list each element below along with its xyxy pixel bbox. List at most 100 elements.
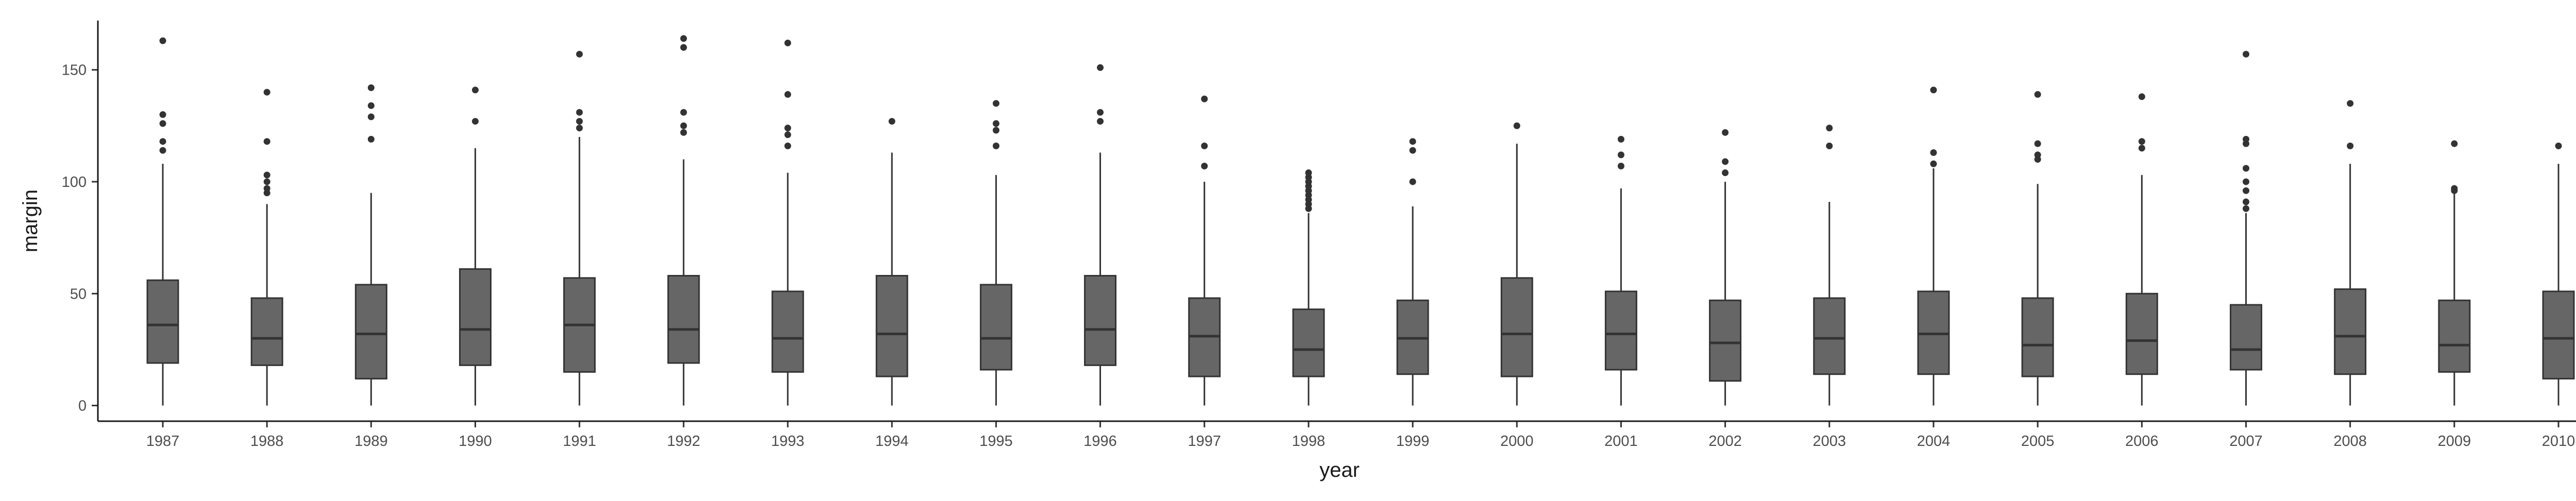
outlier-point bbox=[784, 142, 791, 149]
box-body bbox=[250, 297, 283, 366]
outlier-point bbox=[992, 100, 999, 107]
outlier-point bbox=[784, 131, 791, 139]
x-tick-label: 2010 bbox=[2542, 433, 2575, 450]
outlier-point bbox=[159, 138, 166, 145]
x-tick-label: 1992 bbox=[667, 433, 701, 450]
outlier-point bbox=[2242, 135, 2249, 143]
box-2000 bbox=[1500, 122, 1533, 406]
y-tick-label: 0 bbox=[78, 398, 87, 414]
outlier-point bbox=[159, 120, 166, 127]
outlier-point bbox=[1722, 129, 1729, 136]
outlier-point bbox=[1826, 125, 1833, 132]
box-body bbox=[459, 268, 492, 366]
box-1997 bbox=[1188, 95, 1221, 406]
outlier-point bbox=[1201, 163, 1208, 170]
box-body bbox=[2229, 304, 2262, 371]
outlier-point bbox=[2138, 145, 2145, 152]
boxes-layer bbox=[146, 35, 2575, 406]
outlier-point bbox=[159, 147, 166, 154]
x-tick-label: 1996 bbox=[1083, 433, 1117, 450]
outlier-point bbox=[1722, 158, 1729, 165]
y-tick-label: 150 bbox=[62, 62, 87, 79]
box-body bbox=[2542, 290, 2575, 379]
outlier-point bbox=[263, 138, 270, 145]
y-tick-label: 50 bbox=[70, 286, 87, 302]
box-body bbox=[146, 279, 179, 364]
x-tick-label: 2007 bbox=[2229, 433, 2263, 450]
x-tick-label: 2002 bbox=[1708, 433, 1742, 450]
outlier-point bbox=[992, 127, 999, 134]
outlier-point bbox=[2347, 142, 2354, 149]
y-tick-label: 100 bbox=[62, 174, 87, 191]
x-axis-ticks: 1987 1988 1989 1990 1991 1992 1993 1994 1995 1996… bbox=[146, 421, 2575, 450]
box-2008 bbox=[2334, 100, 2367, 406]
outlier-point bbox=[680, 109, 687, 116]
x-tick-label: 2004 bbox=[1917, 433, 1951, 450]
outlier-point bbox=[680, 122, 687, 129]
outlier-point bbox=[1826, 142, 1833, 149]
outlier-point bbox=[2034, 91, 2041, 98]
outlier-point bbox=[263, 185, 270, 192]
outlier-point bbox=[992, 120, 999, 127]
outlier-point bbox=[2347, 100, 2354, 107]
outlier-point bbox=[992, 142, 999, 149]
box-body bbox=[2438, 299, 2471, 373]
outlier-point bbox=[2555, 142, 2562, 149]
box-body bbox=[979, 284, 1012, 371]
box-1990 bbox=[459, 87, 492, 406]
outlier-point bbox=[2034, 151, 2041, 159]
outlier-point bbox=[1097, 118, 1104, 125]
x-tick-label: 2008 bbox=[2333, 433, 2367, 450]
box-2007 bbox=[2229, 50, 2262, 406]
outlier-point bbox=[680, 35, 687, 42]
outlier-point bbox=[2451, 185, 2458, 192]
x-tick-label: 2005 bbox=[2021, 433, 2055, 450]
outlier-point bbox=[1930, 149, 1937, 156]
outlier-point bbox=[1930, 87, 1937, 94]
x-tick-label: 1998 bbox=[1292, 433, 1326, 450]
outlier-point bbox=[263, 171, 270, 179]
outlier-point bbox=[1097, 64, 1104, 71]
box-1992 bbox=[667, 35, 700, 406]
x-tick-label: 1987 bbox=[146, 433, 180, 450]
x-axis-title: year bbox=[1319, 459, 1360, 481]
outlier-point bbox=[1722, 169, 1729, 177]
x-tick-label: 1988 bbox=[250, 433, 284, 450]
box-body bbox=[1709, 299, 1742, 382]
box-2001 bbox=[1604, 135, 1637, 406]
outlier-point bbox=[1097, 109, 1104, 116]
box-body bbox=[1292, 308, 1325, 377]
box-1999 bbox=[1396, 138, 1429, 406]
outlier-point bbox=[576, 50, 583, 58]
box-body bbox=[771, 290, 804, 373]
outlier-point bbox=[367, 113, 375, 120]
box-body bbox=[1813, 297, 1846, 375]
x-tick-label: 2000 bbox=[1500, 433, 1534, 450]
x-tick-label: 2003 bbox=[1813, 433, 1846, 450]
outlier-point bbox=[2242, 178, 2249, 185]
outlier-point bbox=[576, 125, 583, 132]
box-body bbox=[1500, 277, 1533, 377]
outlier-point bbox=[159, 37, 166, 44]
x-tick-label: 1993 bbox=[771, 433, 805, 450]
outlier-point bbox=[263, 178, 270, 185]
x-tick-label: 2001 bbox=[1604, 433, 1638, 450]
outlier-point bbox=[576, 118, 583, 125]
outlier-point bbox=[1930, 160, 1937, 167]
outlier-point bbox=[1617, 163, 1624, 170]
outlier-point bbox=[1409, 138, 1416, 145]
outlier-point bbox=[1409, 178, 1416, 185]
outlier-point bbox=[367, 84, 375, 91]
box-1989 bbox=[354, 84, 387, 406]
outlier-point bbox=[263, 89, 270, 96]
outlier-point bbox=[784, 91, 791, 98]
outlier-point bbox=[1513, 122, 1520, 129]
box-1998 bbox=[1292, 169, 1325, 406]
x-tick-label: 1990 bbox=[459, 433, 492, 450]
outlier-point bbox=[1617, 151, 1624, 159]
outlier-point bbox=[1305, 169, 1312, 177]
y-axis-title: margin bbox=[19, 189, 42, 252]
outlier-point bbox=[784, 125, 791, 132]
box-1991 bbox=[563, 50, 596, 406]
